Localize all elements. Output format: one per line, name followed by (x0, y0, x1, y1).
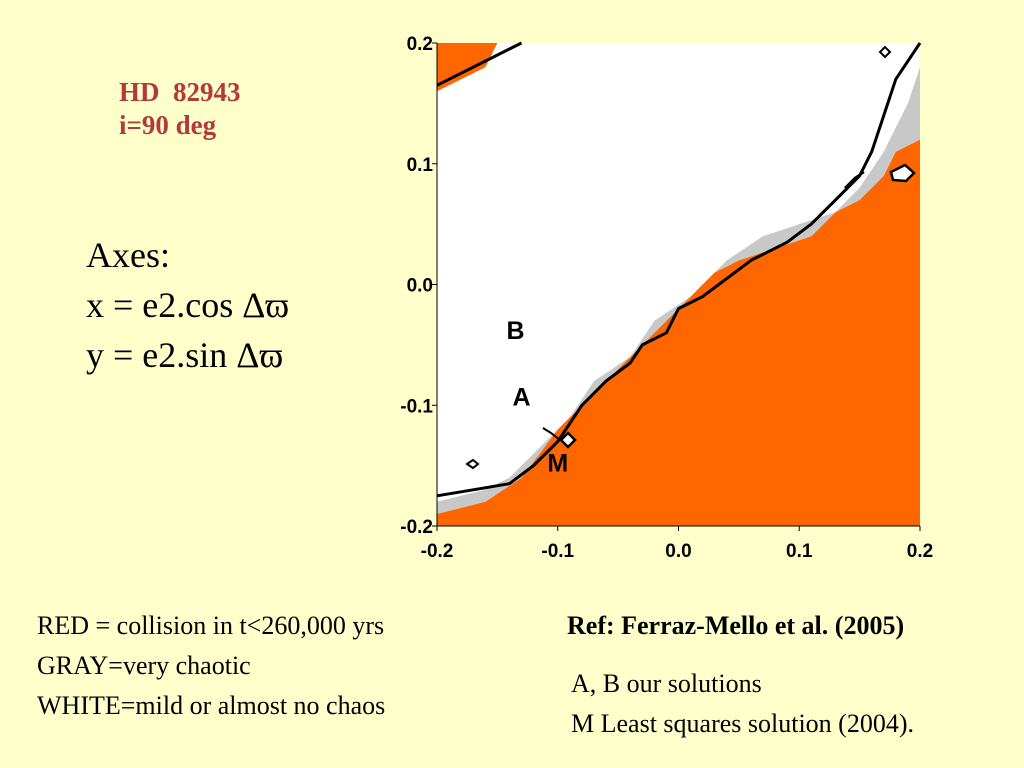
y-tick-label-0: -0.2 (400, 517, 433, 538)
solutions-ab: A, B our solutions (571, 669, 762, 698)
solution-marker-m: M (547, 450, 568, 478)
island-contour-3 (878, 45, 892, 59)
star-name: HD 82943 (119, 77, 241, 107)
y-definition: y = e2.sin Δϖ (86, 335, 284, 375)
y-tick-label-1: -0.1 (400, 396, 433, 417)
plot-title-block: HD 82943 i=90 deg (119, 76, 241, 142)
solutions-m: M Least squares solution (2004). (571, 709, 915, 738)
solution-marker-a: A (512, 383, 530, 411)
stability-map: -0.2 -0.1 0.0 0.1 0.2 -0.2 -0.1 0.0 0.1 0.2 B A M (400, 34, 933, 562)
solutions-note: A, B our solutions M Least squares solut… (571, 664, 914, 744)
legend-white: WHITE=mild or almost no chaos (37, 691, 386, 720)
island-contour-2 (465, 458, 480, 470)
boundary-contour-0 (436, 42, 922, 498)
y-tick-label-2: 0.0 (407, 276, 433, 297)
inclination: i=90 deg (119, 110, 217, 140)
axes-heading: Axes: (86, 235, 170, 275)
boundary-contour-1 (436, 41, 523, 87)
island-contour-4 (844, 170, 865, 189)
island-contour-5 (542, 427, 561, 441)
island-contour-1 (559, 431, 577, 449)
axes-definition: Axes: x = e2.cos Δϖ y = e2.sin Δϖ (86, 230, 289, 380)
x-tick-label-4: 0.2 (907, 541, 933, 562)
x-tick-label-1: -0.1 (541, 541, 574, 562)
collision-region-0 (437, 139, 920, 526)
island-contour-0 (889, 163, 916, 183)
x-tick-label-0: -0.2 (421, 541, 454, 562)
solution-marker-b: B (506, 317, 524, 345)
y-tick-label-4: 0.2 (407, 34, 433, 55)
x-definition: x = e2.cos Δϖ (86, 285, 290, 325)
y-tick-label-3: 0.1 (407, 155, 434, 176)
x-tick-label-3: 0.1 (786, 541, 813, 562)
x-tick-label-2: 0.0 (665, 541, 691, 562)
reference: Ref: Ferraz-Mello et al. (2005) (567, 611, 905, 640)
color-legend: RED = collision in t<260,000 yrs GRAY=ve… (37, 606, 385, 726)
legend-gray: GRAY=very chaotic (37, 651, 251, 680)
legend-red: RED = collision in t<260,000 yrs (37, 611, 385, 640)
